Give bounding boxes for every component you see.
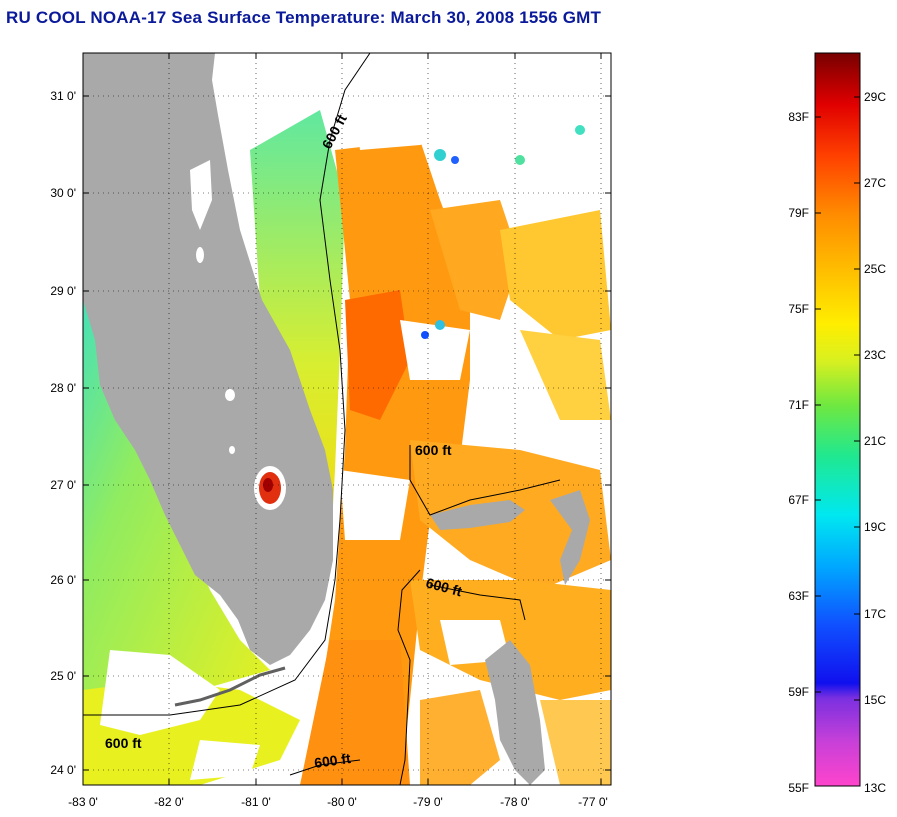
colorbar-c-label: 13C — [864, 781, 886, 795]
colorbar-f-label: 79F — [788, 206, 809, 220]
page-title: RU COOL NOAA-17 Sea Surface Temperature:… — [6, 8, 602, 27]
colorbar-f-label: 55F — [788, 781, 809, 795]
florida-keys — [174, 666, 286, 707]
lat-tick-label: 25 0' — [50, 669, 76, 683]
colorbar — [814, 52, 861, 787]
lon-tick-label: -77 0' — [578, 795, 608, 809]
abaco-island — [550, 490, 590, 585]
colorbar-c-label: 15C — [864, 693, 886, 707]
colorbar-c-label: 21C — [864, 434, 886, 448]
lat-tick-label: 28 0' — [50, 381, 76, 395]
sst-image — [83, 53, 611, 785]
lon-tick-label: -80 0' — [327, 795, 357, 809]
isobath-great-bahama — [397, 569, 421, 785]
grid-lines — [83, 53, 611, 785]
colorbar-c-label: 27C — [864, 176, 886, 190]
colorbar-c-label: 25C — [864, 262, 886, 276]
lat-tick-label: 30 0' — [50, 186, 76, 200]
colorbar-f-label: 75F — [788, 302, 809, 316]
colorbar-f-label: 83F — [788, 110, 809, 124]
lat-tick-label: 29 0' — [50, 284, 76, 298]
lon-tick-label: -82 0' — [154, 795, 184, 809]
lon-tick-label: -78 0' — [500, 795, 530, 809]
isobath-label: 600 ft — [313, 750, 352, 771]
lat-tick-label: 27 0' — [50, 478, 76, 492]
isobath-label: 600 ft — [105, 735, 142, 751]
lat-tick-label: 31 0' — [50, 89, 76, 103]
grand-bahama-island — [430, 500, 525, 530]
andros-island — [485, 640, 545, 785]
map-frame — [82, 52, 612, 786]
colorbar-f-label: 67F — [788, 493, 809, 507]
colorbar-c-label: 29C — [864, 90, 886, 104]
isobath-little-bahama — [409, 445, 561, 516]
lat-tick-label: 26 0' — [50, 573, 76, 587]
lon-tick-label: -81 0' — [241, 795, 271, 809]
isobath-florida-east — [83, 53, 371, 716]
colorbar-ticks — [815, 96, 860, 701]
colorbar-f-label: 63F — [788, 589, 809, 603]
colorbar-c-label: 17C — [864, 607, 886, 621]
lat-tick-label: 24 0' — [50, 763, 76, 777]
colorbar-f-label: 59F — [788, 685, 809, 699]
florida-landmass — [83, 53, 333, 665]
lon-tick-label: -83 0' — [68, 795, 98, 809]
colorbar-c-label: 23C — [864, 348, 886, 362]
colorbar-f-label: 71F — [788, 398, 809, 412]
axis-ticks — [82, 53, 611, 785]
lon-tick-label: -79 0' — [413, 795, 443, 809]
isobath-label: 600 ft — [415, 442, 452, 458]
colorbar-c-label: 19C — [864, 520, 886, 534]
